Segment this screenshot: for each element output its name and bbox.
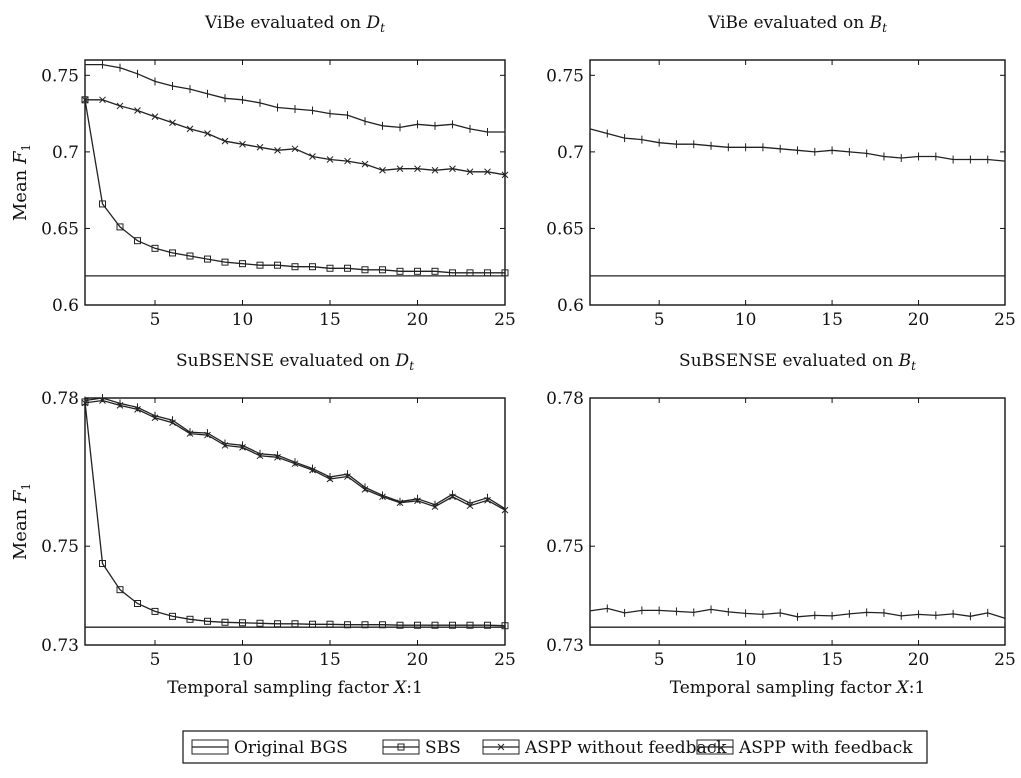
- y-tick-label: 0.7: [557, 143, 584, 163]
- series-aspp-with-feedback: [590, 125, 1005, 165]
- x-axis-label: Temporal sampling factor X:1: [167, 678, 423, 698]
- x-tick-label: 25: [494, 310, 516, 330]
- legend-label: Original BGS: [234, 738, 348, 758]
- x-tick-label: 25: [994, 650, 1016, 670]
- y-tick-label: 0.75: [41, 537, 79, 557]
- x-tick-label: 15: [319, 650, 341, 670]
- chart-title: SuBSENSE evaluated on Dt: [176, 351, 414, 373]
- series-line: [85, 402, 505, 626]
- y-tick-label: 0.75: [546, 537, 584, 557]
- series-aspp-without-feedback: [82, 397, 508, 513]
- series-aspp-with-feedback: [85, 394, 505, 513]
- y-tick-label: 0.73: [41, 636, 79, 656]
- y-tick-label: 0.78: [546, 389, 584, 409]
- y-axis-label: Mean F1: [10, 483, 33, 560]
- x-axis-label: Temporal sampling factor X:1: [670, 678, 926, 698]
- y-tick-label: 0.65: [546, 219, 584, 239]
- y-axis-label: Mean F1: [10, 144, 33, 221]
- y-tick-label: 0.65: [41, 219, 79, 239]
- x-tick-label: 15: [821, 650, 843, 670]
- chart-title: SuBSENSE evaluated on Bt: [679, 351, 916, 373]
- series-sbs: [82, 97, 508, 276]
- x-tick-label: 10: [232, 650, 254, 670]
- series-aspp-with-feedback: [85, 61, 505, 136]
- legend-label: SBS: [425, 738, 461, 758]
- legend: Original BGSSBSASPP without feedbackASPP…: [183, 731, 927, 763]
- x-tick-label: 5: [150, 310, 161, 330]
- x-tick-label: 15: [821, 310, 843, 330]
- x-tick-label: 20: [407, 310, 429, 330]
- y-tick-label: 0.75: [546, 66, 584, 86]
- series-sbs: [82, 399, 508, 629]
- y-tick-label: 0.75: [41, 66, 79, 86]
- chart-title: ViBe evaluated on Bt: [707, 13, 887, 35]
- x-tick-label: 25: [994, 310, 1016, 330]
- x-tick-label: 5: [654, 310, 665, 330]
- plot-frame: [590, 398, 1005, 645]
- x-tick-label: 10: [735, 310, 757, 330]
- y-tick-label: 0.78: [41, 389, 79, 409]
- y-tick-label: 0.6: [557, 296, 584, 316]
- data-point: [152, 114, 158, 120]
- x-tick-label: 25: [494, 650, 516, 670]
- chart-panel-3: 5 10 15 20 25 0.73 0.75 0.78 SuBSENSE evaluated …: [10, 351, 516, 698]
- series-line: [85, 65, 505, 132]
- data-point: [170, 120, 176, 126]
- y-tick-label: 0.73: [546, 636, 584, 656]
- y-tick-label: 0.6: [52, 296, 79, 316]
- x-tick-label: 20: [908, 650, 930, 670]
- x-tick-label: 20: [407, 650, 429, 670]
- x-tick-label: 10: [735, 650, 757, 670]
- legend-label: ASPP with feedback: [738, 738, 913, 758]
- x-tick-label: 15: [319, 310, 341, 330]
- series-aspp-with-feedback: [590, 604, 1005, 622]
- x-tick-label: 10: [232, 310, 254, 330]
- plot-frame: [85, 60, 505, 305]
- chart-panel-1: 5 10 15 20 25 0.6 0.65 0.7 0.75 ViBe evaluated on…: [10, 13, 516, 330]
- chart-panel-4: 5 10 15 20 25 0.73 0.75 0.78 SuBSENSE evaluated …: [546, 351, 1016, 698]
- y-tick-label: 0.7: [52, 143, 79, 163]
- series-line: [85, 401, 505, 511]
- x-tick-label: 5: [654, 650, 665, 670]
- x-tick-label: 5: [150, 650, 161, 670]
- plot-frame: [590, 60, 1005, 305]
- chart-title: ViBe evaluated on Dt: [204, 13, 385, 35]
- x-tick-label: 20: [908, 310, 930, 330]
- chart-panel-2: 5 10 15 20 25 0.6 0.65 0.7 0.75 ViBe evaluated on…: [546, 13, 1016, 330]
- series-line: [590, 129, 1005, 161]
- chart-panels: 5101520250.60.650.70.75ViBe evaluated on…: [10, 13, 1016, 698]
